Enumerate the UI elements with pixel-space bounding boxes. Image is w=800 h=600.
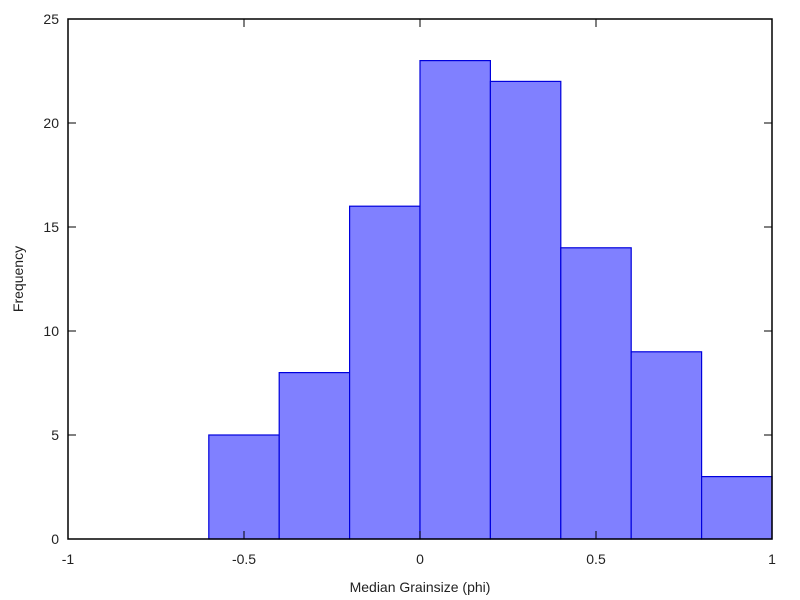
histogram-bar [208, 434, 280, 540]
x-tick-label: 0.5 [586, 551, 606, 567]
x-tick-label: -0.5 [232, 551, 256, 567]
histogram-bar [560, 247, 632, 540]
y-tick-label: 20 [43, 115, 59, 131]
y-tick-label: 5 [51, 427, 59, 443]
x-tick-label: 0 [416, 551, 424, 567]
histogram-bar [630, 351, 703, 540]
y-tick-label: 25 [43, 11, 59, 27]
histogram-bar [489, 80, 562, 540]
histogram-bar [700, 476, 773, 540]
y-axis-label: Frequency [10, 246, 26, 312]
y-axis-ticks: 0 5 10 15 20 25 [43, 11, 772, 547]
histogram-bar [278, 372, 351, 540]
y-tick-label: 15 [43, 219, 59, 235]
x-tick-label: 1 [768, 551, 776, 567]
x-tick-label: -1 [62, 551, 75, 567]
x-axis-label: Median Grainsize (phi) [350, 579, 491, 595]
x-axis-ticks: -1 -0.5 0 0.5 1 [62, 19, 776, 567]
histogram-bar [349, 205, 421, 540]
histogram-bars [208, 59, 773, 540]
y-tick-label: 10 [43, 323, 59, 339]
histogram-bar [419, 59, 492, 540]
y-tick-label: 0 [51, 531, 59, 547]
